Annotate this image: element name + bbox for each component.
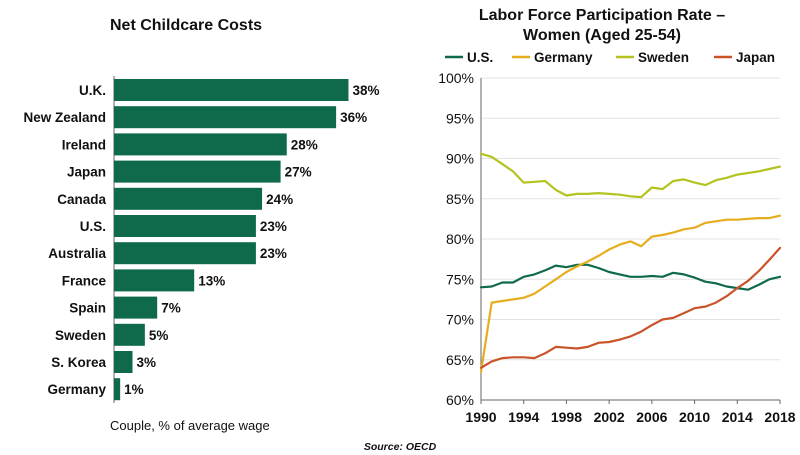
bar-data-label: 13% (198, 273, 225, 288)
bar-category-label: Germany (47, 382, 106, 397)
series-line-sweden (479, 152, 782, 199)
source-note: Source: OECD (364, 441, 437, 453)
bar-data-label: 1% (124, 382, 144, 397)
bar-data-label: 7% (161, 301, 181, 316)
bar-category-label: S. Korea (51, 355, 106, 370)
bar-category-label: Spain (69, 301, 106, 316)
x-tick-label: 1998 (551, 409, 582, 425)
bar-category-label: U.K. (79, 83, 106, 98)
bar-data-label: 36% (340, 110, 367, 125)
bar-data-label: 23% (260, 219, 287, 234)
y-tick-label: 80% (446, 231, 474, 247)
y-tick-label: 60% (446, 392, 474, 408)
bar-category-label: Ireland (62, 137, 106, 152)
bar (114, 187, 263, 210)
x-tick-label: 2002 (594, 409, 625, 425)
legend-label: Japan (736, 50, 775, 65)
bar-category-label: Australia (48, 246, 106, 261)
bar (114, 351, 133, 373)
x-tick-label: 2014 (722, 409, 753, 425)
bar (114, 133, 287, 156)
bar (114, 215, 256, 237)
bar-category-label: New Zealand (23, 110, 106, 125)
bar-chart-xlabel: Couple, % of average wage (110, 418, 270, 433)
bar (114, 160, 281, 183)
y-tick-label: 75% (446, 271, 474, 287)
bar (114, 242, 256, 265)
bar-data-label: 28% (291, 137, 318, 152)
y-tick-label: 65% (446, 352, 474, 368)
series-line-us (479, 263, 782, 291)
line-chart-title-line-2: Women (Aged 25-54) (523, 27, 681, 44)
line-chart-plot: 60% 65% 70% 75% 80% 85% 90% 95% 100% 1990 1994 1998… (438, 70, 796, 425)
bar-chart-title: Net Childcare Costs (110, 17, 262, 34)
x-tick-label: 1990 (465, 409, 496, 425)
bar (114, 323, 145, 346)
bar-chart-plot: U.K. 38% New Zealand 36% Ireland 28% Japan 27% C… (23, 79, 379, 401)
legend-label: U.S. (467, 50, 493, 65)
bar-data-label: 3% (137, 355, 157, 370)
x-tick-label: 2010 (679, 409, 710, 425)
bar-data-label: 24% (266, 192, 293, 207)
line-chart-legend: U.S. Germany Sweden Japan (445, 50, 775, 65)
bar-category-label: Canada (57, 192, 106, 207)
x-tick-label: 2006 (636, 409, 667, 425)
bar (114, 378, 121, 401)
bar-category-label: Japan (67, 165, 106, 180)
y-tick-label: 100% (438, 70, 474, 86)
bar-data-label: 27% (285, 165, 312, 180)
x-tick-label: 1994 (508, 409, 539, 425)
bar-data-label: 38% (352, 83, 379, 98)
legend-label: Sweden (638, 50, 689, 65)
y-tick-label: 70% (446, 312, 474, 328)
y-tick-label: 95% (446, 110, 474, 126)
bar-category-label: Sweden (55, 328, 106, 343)
bar-category-label: U.S. (80, 219, 106, 234)
bar-category-label: France (62, 273, 107, 288)
line-chart-title-line-1: Labor Force Participation Rate – (479, 7, 725, 24)
bar (114, 79, 349, 101)
bar (114, 296, 158, 319)
bar (114, 269, 195, 292)
y-tick-label: 85% (446, 191, 474, 207)
bar (114, 106, 337, 129)
bar-data-label: 5% (149, 328, 169, 343)
series-line-germany (479, 214, 782, 373)
legend-label: Germany (534, 50, 593, 65)
bar-data-label: 23% (260, 246, 287, 261)
series-line-japan (479, 246, 782, 369)
y-tick-label: 90% (446, 151, 474, 167)
x-tick-label: 2018 (764, 409, 795, 425)
